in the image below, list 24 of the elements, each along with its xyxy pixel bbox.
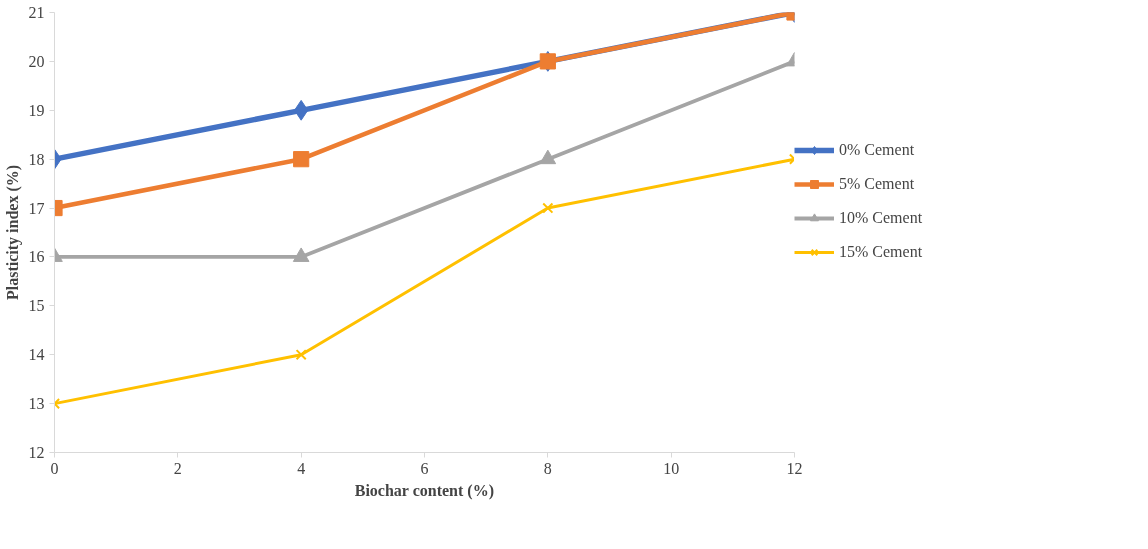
y-tick-label: 15	[28, 297, 45, 315]
x-tick-label: 12	[786, 459, 803, 477]
y-tick-label: 20	[28, 52, 45, 70]
y-tick-label: 19	[28, 101, 45, 119]
y-tick-label: 21	[28, 4, 45, 21]
y-tick-label: 18	[28, 150, 45, 168]
y-tick-label: 17	[28, 199, 45, 217]
y-tick-label: 16	[28, 248, 45, 266]
x-tick-label: 0	[50, 459, 59, 477]
legend-label: 10% Cement	[839, 209, 923, 227]
y-axis-title: Plasticity index (%)	[3, 164, 22, 301]
x-tick-label: 2	[173, 459, 182, 477]
x-tick-label: 8	[543, 459, 552, 477]
y-tick-label: 13	[28, 395, 45, 413]
point	[293, 151, 310, 168]
x-tick-label: 6	[420, 459, 429, 477]
x-tick-label: 10	[663, 459, 680, 477]
x-tick-label: 4	[297, 459, 306, 477]
y-tick-label: 14	[28, 346, 45, 364]
legend-label: 15% Cement	[839, 243, 923, 261]
legend-label: 5% Cement	[839, 175, 915, 193]
y-tick-label: 12	[28, 444, 45, 461]
legend-label: 0% Cement	[839, 141, 915, 159]
x-axis-title: Biochar content (%)	[354, 481, 494, 500]
